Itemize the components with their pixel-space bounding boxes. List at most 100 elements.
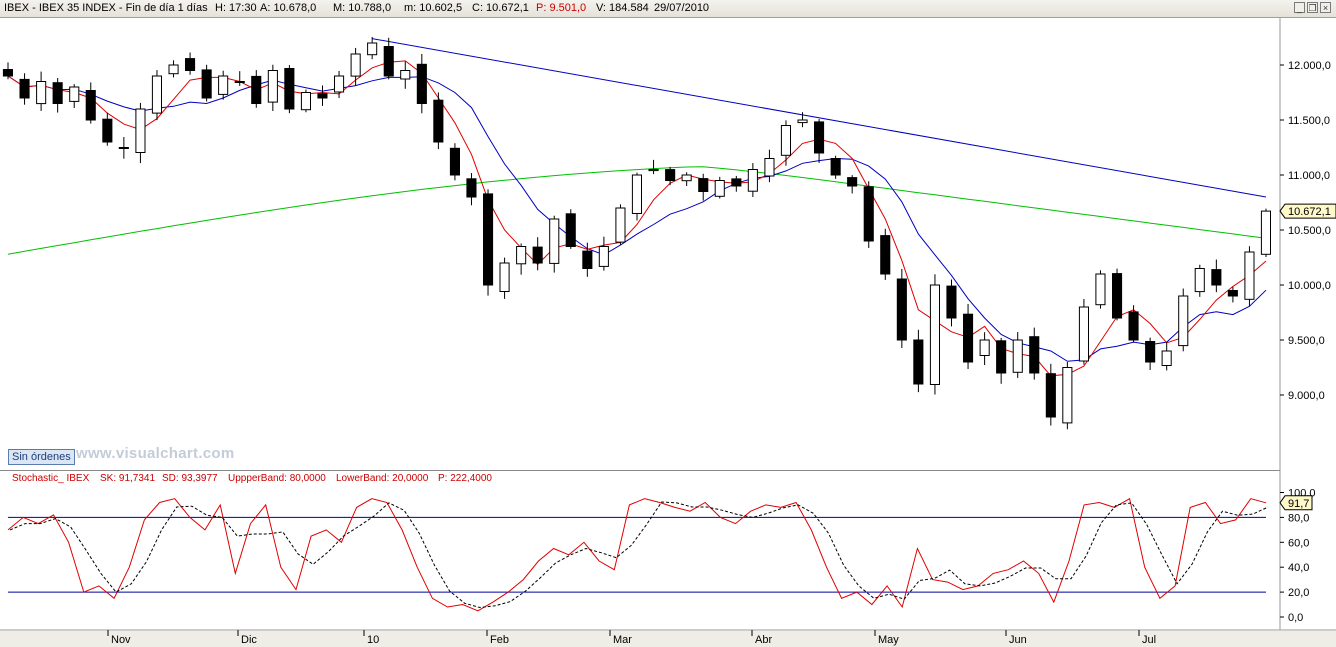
candle xyxy=(85,82,96,124)
month-label: Feb xyxy=(490,634,509,646)
candle-body-down xyxy=(665,169,676,182)
candle-body-up xyxy=(598,246,609,267)
candle-body-up xyxy=(118,147,129,149)
price-tick-label: 9.500,0 xyxy=(1288,335,1325,347)
candle-body-down xyxy=(847,177,858,187)
minimize-icon[interactable]: _ xyxy=(1294,2,1305,13)
price-tick-label: 9.000,0 xyxy=(1288,390,1325,402)
orders-button[interactable]: Sin órdenes xyxy=(8,449,75,465)
candle-body-up xyxy=(267,70,278,103)
candle xyxy=(449,143,460,181)
candle xyxy=(499,257,510,299)
candle xyxy=(1244,246,1255,306)
candle-body-down xyxy=(1045,373,1056,418)
sma-short-line xyxy=(7,60,1267,377)
candle xyxy=(1211,259,1222,293)
candle xyxy=(135,102,146,164)
candle xyxy=(168,60,179,78)
candle-body-up xyxy=(648,169,659,172)
candle-body-up xyxy=(1194,268,1205,293)
candle xyxy=(416,53,427,114)
candle xyxy=(731,175,742,192)
candle xyxy=(218,70,229,100)
points-label: P: 9.501,0 xyxy=(536,2,587,14)
candle xyxy=(681,172,692,186)
month-label: Jul xyxy=(1142,634,1156,646)
stoch-sk-line xyxy=(7,497,1267,612)
candle-body-up xyxy=(151,75,162,114)
candle xyxy=(648,159,659,175)
candle-body-down xyxy=(466,178,477,198)
candle-body-down xyxy=(201,69,212,99)
candle xyxy=(284,65,295,114)
candle xyxy=(532,237,543,271)
candle-body-down xyxy=(946,285,957,319)
price-y-axis: 12.000,0 11.500,0 11.000,0 10.500,0 10.000,0… xyxy=(1279,60,1336,624)
status-bar: IBEX - IBEX 35 INDEX - Fin de día 1 días… xyxy=(0,0,1336,18)
candle xyxy=(1045,363,1056,426)
candle xyxy=(780,120,792,166)
candle xyxy=(1095,270,1106,309)
candle xyxy=(334,70,345,99)
candle xyxy=(52,77,63,113)
candle xyxy=(1260,208,1272,257)
price-tick-label: 10.000,0 xyxy=(1288,280,1331,292)
month-label: Mar xyxy=(613,634,632,646)
candle-body-up xyxy=(714,180,725,197)
candle xyxy=(549,215,560,273)
low-label: m: 10.602,5 xyxy=(404,2,463,14)
candle-body-down xyxy=(582,250,593,270)
last-price-marker xyxy=(1279,203,1336,219)
candle-body-down xyxy=(317,93,328,99)
candle-body-up xyxy=(1244,251,1255,300)
candle xyxy=(714,176,725,199)
close-icon[interactable]: × xyxy=(1320,2,1331,13)
candle xyxy=(367,36,378,60)
candle-body-down xyxy=(102,118,113,143)
candle xyxy=(300,89,311,113)
candle-body-down xyxy=(1227,290,1238,297)
candle-body-up xyxy=(1062,367,1073,424)
candle xyxy=(698,173,709,201)
candle xyxy=(665,166,676,186)
candle-body-up xyxy=(135,108,146,153)
candle-body-up xyxy=(36,81,47,105)
candle-body-up xyxy=(516,246,527,265)
close-label: C: 10.672,1 xyxy=(472,2,529,14)
price-tick-label: 11.500,0 xyxy=(1288,115,1330,127)
candle-body-up xyxy=(400,70,411,80)
candle xyxy=(185,52,196,75)
candle xyxy=(1012,332,1023,378)
candle-body-down xyxy=(565,213,576,248)
candle-body-down xyxy=(863,186,874,242)
candle xyxy=(383,37,394,80)
stoch-tick-label: 0,0 xyxy=(1288,612,1303,624)
candle-body-down xyxy=(185,58,196,71)
stoch-upper-band: UppperBand: 80,0000 xyxy=(228,473,326,484)
candle xyxy=(36,71,47,111)
candle xyxy=(830,155,841,179)
candle xyxy=(863,181,874,248)
candle-body-up xyxy=(747,169,758,192)
candle-body-up xyxy=(929,284,941,385)
candle-body-down xyxy=(19,78,30,99)
watermark: www.visualchart.com xyxy=(76,445,235,462)
candle xyxy=(102,112,113,146)
restore-icon[interactable]: ❐ xyxy=(1307,2,1318,13)
candle xyxy=(797,112,808,128)
candle-body-up xyxy=(549,218,560,264)
candle xyxy=(631,172,643,221)
candle xyxy=(913,329,924,393)
month-label: Dic xyxy=(241,634,257,646)
candle-body-up xyxy=(631,174,643,214)
candle xyxy=(267,64,278,112)
candle xyxy=(847,175,858,194)
candle-body-up xyxy=(168,64,179,75)
candle-body-down xyxy=(383,46,394,77)
candle xyxy=(251,70,262,108)
month-label: Nov xyxy=(111,634,131,646)
candle-body-down xyxy=(1112,273,1123,319)
candle-body-down xyxy=(880,235,891,275)
candle xyxy=(201,64,212,102)
candle-body-down xyxy=(963,313,974,363)
